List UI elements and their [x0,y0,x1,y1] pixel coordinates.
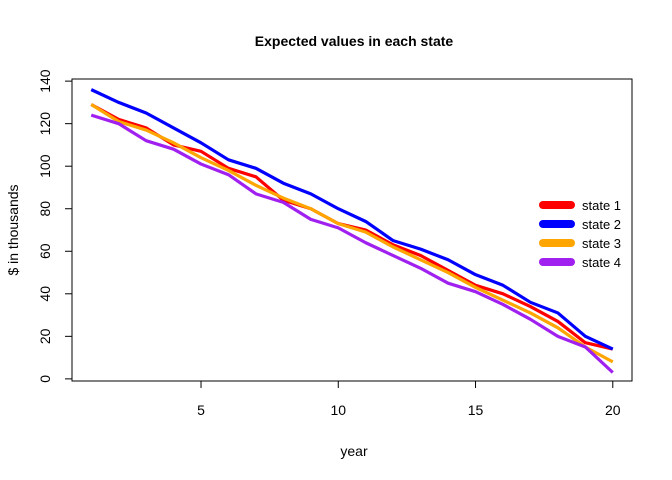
plot-area [71,78,633,382]
series-lines [90,88,614,374]
legend: state 1 state 2 state 3 state 4 [539,198,621,270]
y-tick-label: 0 [37,375,53,383]
y-axis-label: $ in thousands [5,184,21,275]
x-tick-label: 10 [330,402,346,418]
chart-title: Expected values in each state [255,33,454,49]
y-tick-label: 80 [37,201,53,217]
y-axis: 0 20 40 60 80 100 120 140 [37,69,73,383]
y-tick-label: 20 [37,328,53,344]
legend-label: state 2 [582,217,621,232]
y-tick-label: 60 [37,243,53,259]
y-tick-label: 140 [37,69,53,93]
x-tick-label: 20 [605,402,621,418]
x-axis-label: year [340,443,368,459]
x-axis: 5 10 15 20 [197,380,621,418]
y-tick-label: 120 [37,112,53,136]
series-line-state-3 [90,103,614,364]
x-tick-label: 15 [468,402,484,418]
legend-label: state 3 [582,236,621,251]
legend-label: state 4 [582,255,621,270]
x-tick-label: 5 [197,402,205,418]
series-line-state-4 [90,113,614,374]
series-line-state-2 [90,88,614,351]
y-tick-label: 100 [37,154,53,178]
legend-label: state 1 [582,198,621,213]
y-tick-label: 40 [37,286,53,302]
